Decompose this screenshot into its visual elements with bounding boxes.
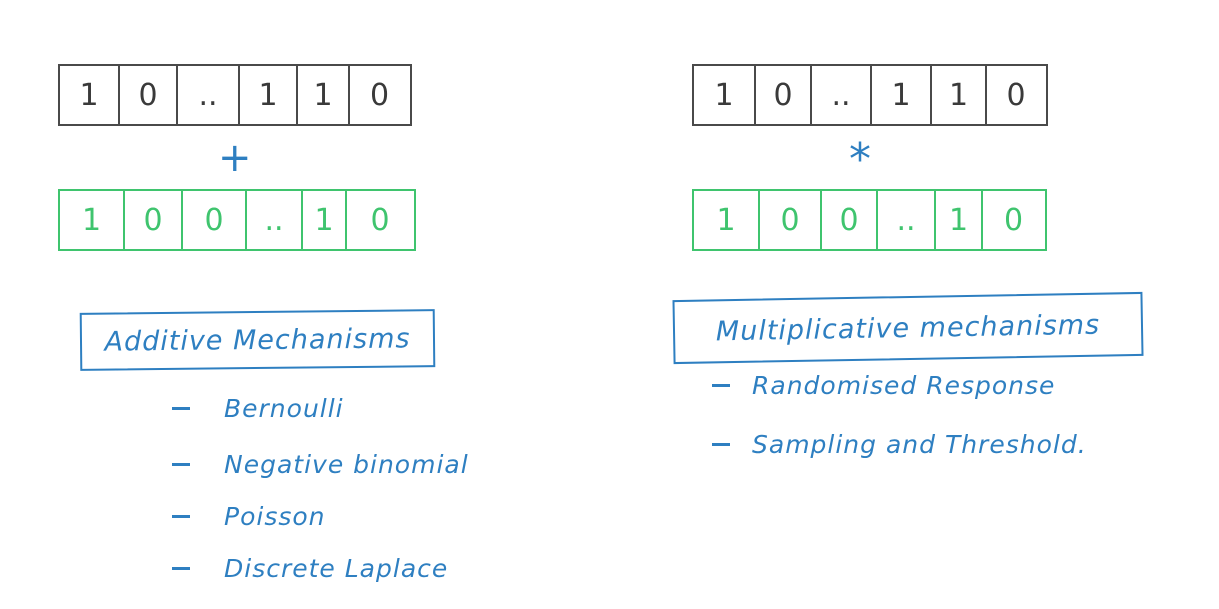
- left-top-bit-vector: 1 0 .. 1 1 0: [58, 64, 412, 126]
- noise-bit-cell: ..: [245, 191, 301, 249]
- list-item: Sampling and Threshold.: [712, 416, 1087, 472]
- list-item-label: Bernoulli: [224, 393, 344, 423]
- noise-bit-cell: 1: [716, 202, 736, 238]
- noise-bit-cell: 0: [981, 191, 1044, 249]
- multiplicative-mechanisms-heading: Multiplicative mechanisms: [672, 291, 1144, 365]
- bit-cell: 1: [296, 66, 348, 124]
- bit-cell: ..: [810, 66, 870, 124]
- dash-bullet: [172, 462, 190, 466]
- noise-bit-cell: 0: [820, 191, 876, 249]
- bit-cell: 1: [870, 66, 930, 124]
- dash-bullet: [172, 566, 190, 570]
- bit-cell: 0: [985, 66, 1045, 124]
- bit-cell: 1: [238, 66, 296, 124]
- list-item-label: Sampling and Threshold.: [752, 429, 1087, 459]
- multiplication-operator: *: [849, 134, 871, 185]
- bit-cell: 0: [118, 66, 176, 124]
- right-noise-bit-vector: 1 0 0 .. 1 0: [692, 189, 1047, 251]
- bit-cell: 0: [754, 66, 810, 124]
- list-item-label: Discrete Laplace: [224, 553, 449, 583]
- additive-mechanisms-list: Bernoulli Negative binomial Poisson Disc…: [172, 388, 469, 594]
- list-item: Bernoulli: [172, 388, 469, 428]
- list-item: Randomised Response: [712, 360, 1087, 410]
- noise-bit-cell: 1: [81, 202, 102, 238]
- bit-cell: 0: [348, 66, 409, 124]
- bit-cell: 1: [79, 77, 99, 113]
- dash-bullet: [172, 514, 190, 518]
- noise-bit-cell: 1: [301, 191, 345, 249]
- left-noise-bit-vector: 1 0 0 .. 1 0: [58, 189, 416, 251]
- noise-bit-cell: 1: [934, 191, 981, 249]
- dash-bullet: [712, 442, 730, 446]
- noise-bit-cell: 0: [345, 191, 413, 249]
- list-item-label: Poisson: [224, 501, 326, 531]
- dash-bullet: [712, 383, 730, 387]
- additive-mechanisms-heading: Additive Mechanisms: [79, 309, 436, 371]
- addition-operator: +: [218, 135, 252, 181]
- noise-bit-cell: ..: [876, 191, 934, 249]
- noise-bit-cell: 0: [123, 191, 181, 249]
- list-item-label: Randomised Response: [752, 370, 1056, 400]
- list-item: Poisson: [172, 490, 469, 542]
- bit-cell: 1: [714, 77, 734, 113]
- list-item: Discrete Laplace: [172, 542, 469, 594]
- dash-bullet: [172, 406, 190, 410]
- noise-bit-cell: 0: [758, 191, 820, 249]
- bit-cell: ..: [176, 66, 238, 124]
- list-item-label: Negative binomial: [224, 449, 469, 479]
- bit-cell: 1: [930, 66, 985, 124]
- noise-bit-cell: 0: [181, 191, 245, 249]
- list-item: Negative binomial: [172, 438, 469, 490]
- multiplicative-mechanisms-list: Randomised Response Sampling and Thresho…: [712, 360, 1087, 472]
- right-top-bit-vector: 1 0 .. 1 1 0: [692, 64, 1048, 126]
